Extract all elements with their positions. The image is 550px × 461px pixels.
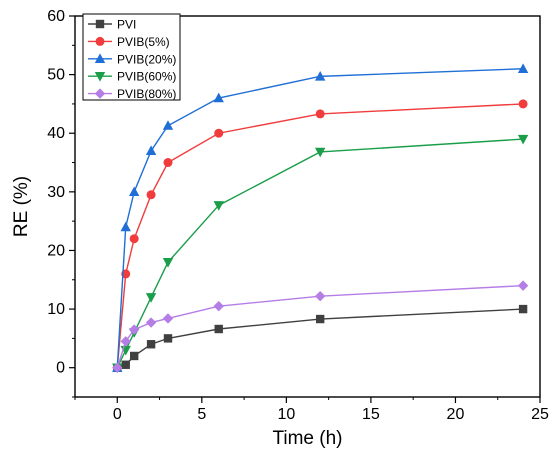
x-axis-title: Time (h) [272,428,342,449]
data-point-pvib-60 [213,201,224,211]
data-point-pvib-5 [214,128,224,138]
data-point-pvi [214,324,223,334]
data-point-pvib-5 [518,99,528,109]
y-tick-label: 40 [47,125,65,142]
series-line-pvib-5 [116,103,524,368]
series-line-pvib-60 [116,138,524,368]
y-tick-label: 20 [47,242,65,259]
data-point-pvib-80 [314,290,326,302]
y-tick-label: 60 [47,8,65,25]
data-point-pvi [163,334,173,343]
legend-marker [94,53,106,63]
series-pvi [113,304,528,372]
legend-label: PVI [117,18,136,32]
plot-area [112,63,529,374]
data-point-pvib-5 [315,109,325,119]
data-point-pvib-80 [162,313,174,324]
y-tick-label: 30 [47,184,65,201]
y-tick-label: 0 [56,360,65,377]
data-point-pvib-20 [145,145,157,156]
data-point-pvi [518,304,528,314]
series-pvib-80 [112,280,529,373]
data-point-pvib-60 [314,147,326,158]
series-line-pvib-20 [116,68,524,368]
plot-frame [74,15,541,398]
x-tick-label: 5 [197,406,206,423]
legend-item-pvib-20: PVIB(20%) [88,52,176,66]
data-point-pvib-5 [129,234,139,244]
data-point-pvib-20 [162,120,174,130]
data-point-pvib-80 [145,317,157,328]
series-pvib-5 [112,99,528,373]
data-point-pvib-80 [128,324,140,335]
data-point-pvib-60 [162,257,174,268]
data-point-pvib-80 [112,362,123,373]
legend-item-pvib-60: PVIB(60%) [88,70,176,84]
legend-item-pvi: PVI [88,18,136,32]
data-point-pvi [315,314,325,324]
y-tick-label: 10 [47,301,65,318]
legend-label: PVIB(5%) [117,35,170,49]
data-point-pvib-80 [120,336,131,347]
data-point-pvib-20 [517,63,529,73]
x-tick-label: 0 [113,406,122,423]
data-point-pvib-20 [314,70,326,81]
data-point-pvib-20 [120,221,131,232]
x-tick-label: 10 [277,406,295,423]
legend-label: PVIB(20%) [117,52,176,66]
data-point-pvib-60 [517,134,529,145]
y-axis-title: RE (%) [11,176,32,237]
data-point-pvib-5 [146,190,156,200]
x-tick-label: 20 [447,406,465,423]
legend: PVI PVIB(5%) PVIB(20%) PVIB(60%) PVIB(80%) [82,13,181,101]
data-point-pvi [129,351,139,361]
data-point-pvib-5 [163,158,173,168]
legend-label: PVIB(60%) [117,70,176,84]
x-tick-label: 15 [362,406,380,423]
legend-label: PVIB(80%) [117,87,176,101]
legend-marker [94,72,106,82]
data-point-pvi [121,360,130,369]
legend-item-pvib-5: PVIB(5%) [88,35,170,49]
axes: 0 5 10 15 20 25 0 10 20 30 40 50 60 [47,8,549,423]
data-point-pvib-20 [128,186,140,197]
series-pvib-20 [112,63,529,372]
data-point-pvib-20 [213,92,224,103]
data-point-pvib-60 [145,293,157,303]
y-tick-label: 50 [47,67,65,84]
legend-item-pvib-80: PVIB(80%) [88,87,176,101]
legend-marker [95,36,105,46]
data-point-pvi [146,340,156,349]
legend-marker [94,88,106,99]
x-tick-label: 25 [531,406,549,423]
data-point-pvib-80 [213,300,224,312]
legend-marker [95,19,105,29]
data-point-pvib-80 [517,280,529,291]
